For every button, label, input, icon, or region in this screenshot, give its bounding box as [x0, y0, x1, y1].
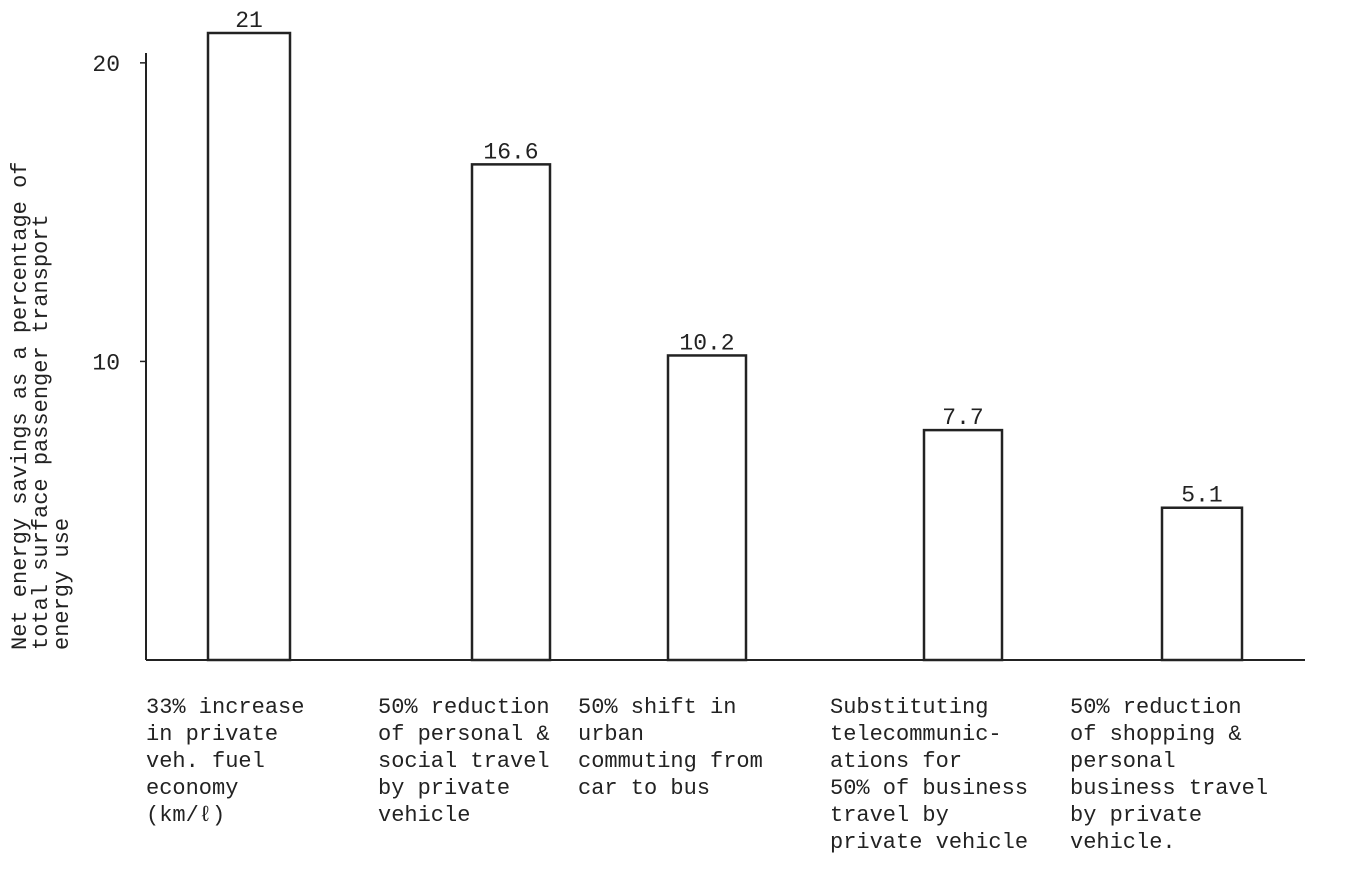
- value-label: 21: [235, 8, 263, 34]
- bar: [470, 163, 552, 662]
- x-tick-label: 33% increase in private veh. fuel econom…: [146, 695, 305, 828]
- value-label: 7.7: [942, 405, 983, 431]
- y-tick-label: 10: [92, 350, 120, 376]
- x-tick-label: Substituting telecommunic- ations for 50…: [830, 695, 1029, 855]
- y-tick-label: 20: [92, 52, 120, 78]
- x-tick-label: 50% reduction of personal & social trave…: [378, 695, 550, 828]
- bar: [1160, 506, 1244, 662]
- x-tick-label: 50% reduction of shopping & personal bus…: [1070, 695, 1269, 855]
- x-tick-label: 50% shift in urban commuting from car to…: [578, 695, 763, 801]
- value-label: 16.6: [483, 139, 538, 165]
- value-label: 10.2: [679, 330, 734, 356]
- y-axis-label: Net energy savings as a percentage of to…: [8, 161, 75, 650]
- value-label: 5.1: [1181, 483, 1222, 509]
- bar: [666, 354, 748, 662]
- bar: [922, 428, 1004, 662]
- bar: [206, 31, 292, 662]
